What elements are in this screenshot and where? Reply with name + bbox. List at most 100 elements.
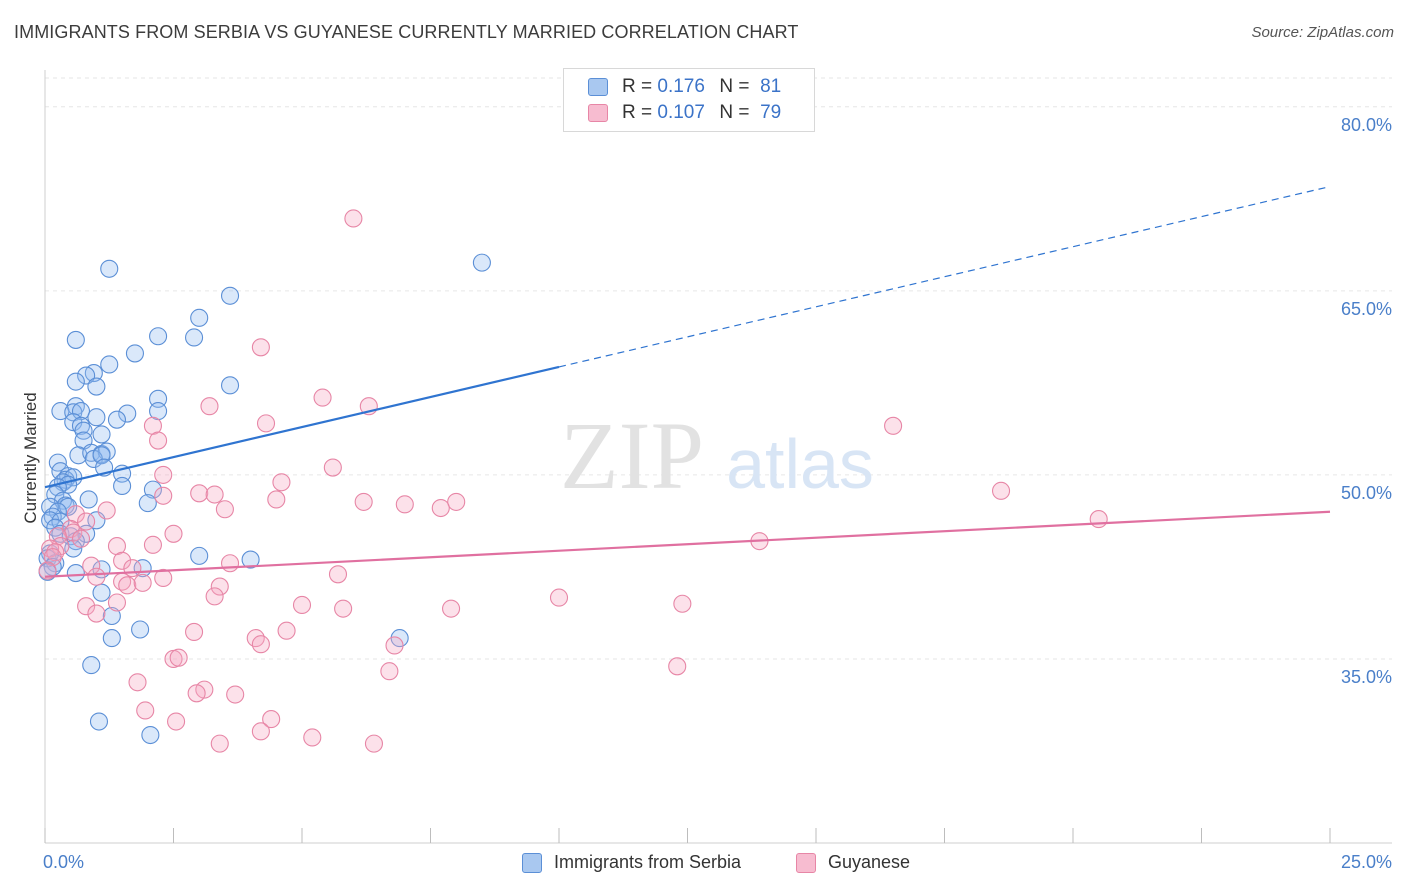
point-serbia [102, 606, 121, 626]
point-serbia [138, 494, 157, 513]
point-serbia [74, 421, 93, 440]
data-points [38, 209, 1108, 753]
point-guyanese [549, 588, 569, 607]
point-guyanese [187, 684, 206, 703]
point-guyanese [215, 500, 234, 519]
point-guyanese [77, 597, 96, 616]
point-serbia [92, 425, 111, 444]
point-guyanese [143, 535, 162, 554]
legend-n-label: N = [719, 76, 750, 97]
point-guyanese [220, 554, 240, 573]
point-guyanese [256, 414, 276, 433]
point-guyanese [164, 524, 183, 543]
watermark: ZIP atlas [560, 402, 874, 509]
point-serbia [131, 620, 150, 639]
stats-legend-row-guyanese: R = 0.107 N = 79 [588, 101, 781, 125]
point-guyanese [251, 722, 270, 741]
trend-lines [44, 185, 1331, 578]
x-tick-label-min: 0.0% [43, 852, 85, 872]
trend-line-serbia [44, 365, 560, 489]
legend-swatch-serbia [588, 78, 608, 96]
point-guyanese [185, 622, 204, 642]
point-serbia [143, 480, 162, 499]
trend-line-serbia-extrapolated [558, 185, 1331, 368]
point-guyanese [154, 486, 173, 505]
point-guyanese [133, 573, 152, 592]
point-guyanese [107, 593, 127, 612]
point-serbia [118, 404, 137, 423]
bottom-legend-guyanese: Guyanese [796, 852, 910, 873]
point-serbia [141, 725, 160, 745]
legend-n-value-guyanese: 79 [760, 102, 782, 123]
point-guyanese [354, 492, 373, 511]
point-serbia [190, 308, 209, 327]
point-guyanese [77, 512, 96, 531]
point-guyanese [991, 481, 1011, 500]
point-guyanese [167, 712, 186, 731]
point-guyanese [344, 209, 363, 228]
point-guyanese [442, 599, 461, 618]
point-guyanese [38, 561, 57, 580]
point-serbia [64, 403, 83, 422]
point-guyanese [884, 416, 903, 435]
point-serbia [71, 416, 91, 435]
point-guyanese [272, 473, 291, 492]
point-guyanese [251, 635, 270, 654]
point-serbia [113, 476, 132, 495]
watermark-zip: ZIP [560, 402, 704, 509]
point-guyanese [277, 621, 296, 640]
point-guyanese [267, 490, 286, 509]
point-serbia [241, 550, 260, 569]
point-guyanese [136, 701, 155, 720]
point-serbia [149, 389, 168, 408]
point-guyanese [190, 484, 209, 503]
point-guyanese [118, 576, 137, 595]
point-serbia [59, 497, 78, 516]
point-serbia [149, 327, 168, 346]
legend-r-label: R = [622, 102, 653, 123]
point-guyanese [210, 734, 229, 753]
point-serbia [87, 408, 106, 427]
point-guyanese [205, 587, 224, 606]
point-guyanese [364, 734, 384, 753]
point-serbia [82, 656, 101, 675]
point-guyanese [328, 565, 348, 584]
bottom-legend-label-guyanese: Guyanese [828, 852, 911, 872]
y-tick-label: 50.0% [1341, 483, 1392, 503]
point-serbia [100, 355, 119, 374]
chart-source: Source: ZipAtlas.com [1251, 24, 1394, 41]
point-guyanese [46, 543, 65, 562]
x-tick-label-max: 25.0% [1340, 852, 1392, 872]
point-guyanese [385, 636, 404, 655]
point-guyanese [323, 458, 342, 477]
point-guyanese [292, 595, 312, 615]
point-guyanese [71, 529, 91, 548]
watermark-atlas: atlas [726, 425, 874, 503]
point-serbia [77, 366, 96, 385]
point-guyanese [43, 548, 62, 567]
point-guyanese [668, 657, 687, 676]
y-tick-label: 80.0% [1341, 115, 1392, 135]
point-guyanese [313, 388, 332, 407]
point-serbia [51, 402, 70, 421]
point-guyanese [87, 604, 106, 623]
point-guyanese [262, 710, 281, 729]
y-tick-labels: 80.0% 65.0% 50.0% 35.0% [1341, 115, 1392, 687]
point-guyanese [97, 501, 116, 520]
axes [44, 70, 1392, 844]
point-guyanese [154, 465, 173, 484]
point-serbia [66, 330, 85, 349]
point-guyanese [210, 577, 229, 596]
point-guyanese [395, 495, 414, 514]
point-guyanese [128, 673, 147, 692]
point-serbia [66, 564, 85, 583]
legend-n-label: N = [719, 102, 750, 123]
bottom-legend-serbia: Immigrants from Serbia [522, 852, 741, 873]
point-guyanese [334, 599, 353, 618]
chart-title: IMMIGRANTS FROM SERBIA VS GUYANESE CURRE… [14, 22, 799, 42]
point-guyanese [149, 431, 168, 450]
legend-swatch-guyanese [588, 104, 608, 122]
legend-n-value-serbia: 81 [760, 76, 782, 97]
point-serbia [102, 629, 121, 648]
